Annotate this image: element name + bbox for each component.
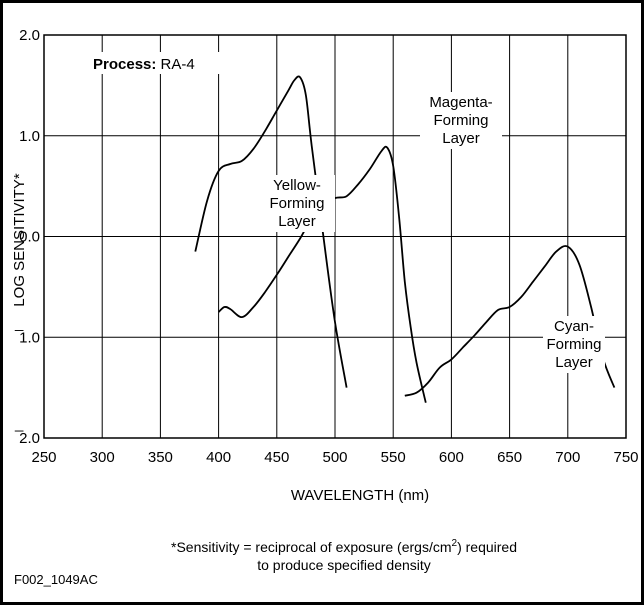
magenta-layer-label: Layer <box>442 130 480 147</box>
x-tick-label: 250 <box>31 449 56 466</box>
y-axis-label: LOG SENSITIVITY* <box>11 173 28 307</box>
y-tick-label: ̅2.0 <box>14 430 40 447</box>
footnote-superscript: 2 <box>452 538 458 549</box>
layer-label-background <box>259 175 335 232</box>
annotations: Yellow-FormingLayerMagenta-FormingLayerC… <box>88 52 605 373</box>
cyan-forming-curve <box>404 245 616 397</box>
magenta-forming-curve <box>217 145 427 403</box>
x-tick-label: 650 <box>497 449 522 466</box>
process-label-background <box>88 52 258 74</box>
tick-labels: 250 300 350 400 450 500 550 600 650 700 750 2.0 1.0 0… <box>14 27 638 466</box>
x-tick-label: 600 <box>439 449 464 466</box>
y-tick-label: 1.0 <box>19 128 40 145</box>
y-tick-label: 0.0 <box>19 229 40 246</box>
x-tick-label: 550 <box>381 449 406 466</box>
x-tick-label: 750 <box>613 449 638 466</box>
magenta-layer-label: Magenta- <box>429 94 492 111</box>
x-axis-label: WAVELENGTH (nm) <box>291 487 429 504</box>
x-tick-label: 350 <box>148 449 173 466</box>
cyan-layer-label: Cyan- <box>554 318 594 335</box>
y-tick-label: ̅1.0 <box>14 329 40 346</box>
cyan-layer-label: Layer <box>555 354 593 371</box>
y-tick-label: 2.0 <box>19 27 40 44</box>
yellow-forming-curve <box>194 75 348 388</box>
process-label: Process: RA-4 <box>93 56 195 73</box>
process-label-key: Process: <box>93 56 161 73</box>
plot-border <box>43 34 627 439</box>
footnote-line-2: to produce specified density <box>257 557 431 573</box>
layer-label-background <box>543 316 605 373</box>
x-tick-label: 500 <box>322 449 347 466</box>
footnote-prefix: *Sensitivity = reciprocal of exposure (e… <box>171 539 452 555</box>
x-tick-label: 700 <box>555 449 580 466</box>
x-tick-label: 450 <box>264 449 289 466</box>
footnote-line-1: *Sensitivity = reciprocal of exposure (e… <box>171 538 517 555</box>
x-tick-label: 300 <box>90 449 115 466</box>
figure-code: F002_1049AC <box>14 572 98 587</box>
footnote-suffix: ) required <box>457 539 517 555</box>
yellow-layer-label: Layer <box>278 213 316 230</box>
layer-label-background <box>420 92 502 149</box>
process-label-value: RA-4 <box>161 56 195 73</box>
yellow-layer-label: Yellow- <box>273 177 321 194</box>
yellow-layer-label: Forming <box>269 195 324 212</box>
cyan-layer-label: Forming <box>546 336 601 353</box>
grid <box>43 34 627 439</box>
magenta-layer-label: Forming <box>433 112 488 129</box>
x-tick-label: 400 <box>206 449 231 466</box>
